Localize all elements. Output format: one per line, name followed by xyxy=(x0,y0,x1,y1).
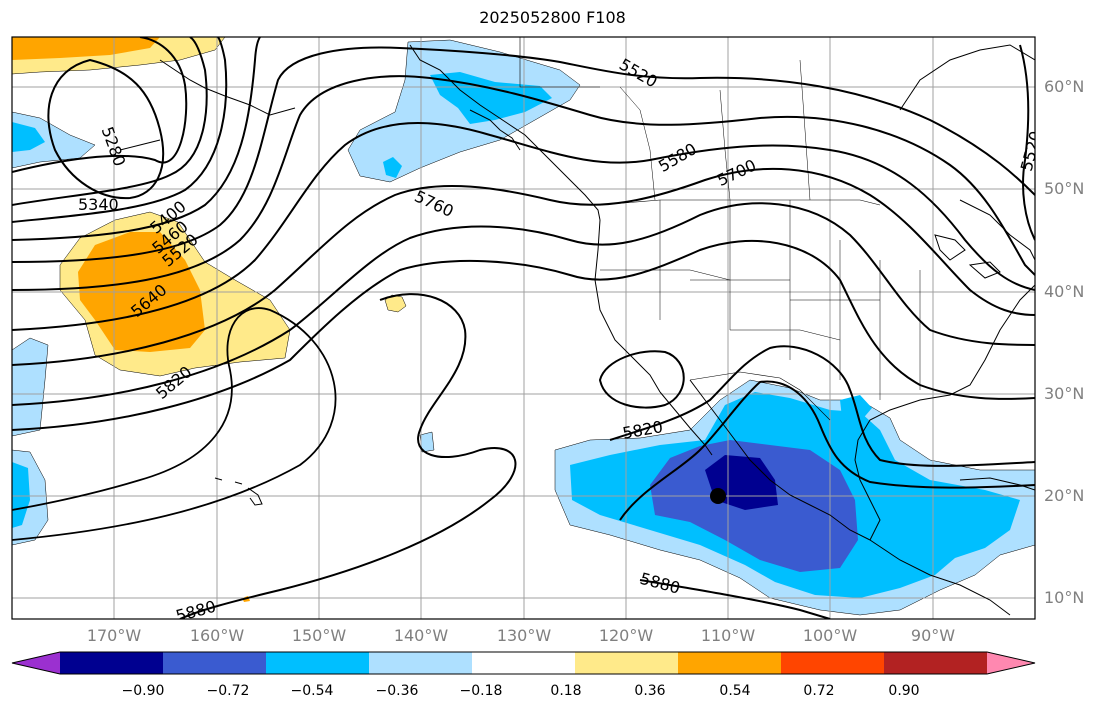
positive-anomaly-small xyxy=(384,294,407,313)
longitude-label: 100°W xyxy=(802,626,858,645)
colorbar-tick-label: −0.36 xyxy=(375,683,419,699)
negative-anomaly-west-core xyxy=(12,122,45,152)
colorbar-tick-label: 0.54 xyxy=(719,683,751,699)
latitude-label: 40°N xyxy=(1044,282,1085,301)
colorbar-segment xyxy=(575,652,679,674)
center-marker xyxy=(710,488,726,504)
colorbar-segment xyxy=(884,652,988,674)
height-contours xyxy=(12,37,1035,619)
colorbar xyxy=(11,651,1036,675)
latitude-label: 50°N xyxy=(1044,179,1085,198)
latitude-label: 10°N xyxy=(1044,588,1085,607)
colorbar-segment xyxy=(369,652,473,674)
longitude-label: 160°W xyxy=(189,626,245,645)
coastlines xyxy=(119,37,1035,616)
colorbar-segment xyxy=(266,652,370,674)
colorbar-segment xyxy=(60,652,164,674)
longitude-label: 140°W xyxy=(393,626,449,645)
latitude-label: 20°N xyxy=(1044,486,1085,505)
colorbar-segment xyxy=(678,652,782,674)
negative-anomaly-west xyxy=(12,111,96,169)
longitude-label: 150°W xyxy=(291,626,347,645)
longitude-label: 170°W xyxy=(86,626,142,645)
colorbar-extend-max xyxy=(987,652,1035,674)
contour-label: 5340 xyxy=(78,195,119,214)
longitude-label: 130°W xyxy=(496,626,552,645)
map-title: 2025052800 F108 xyxy=(479,8,626,27)
graticule xyxy=(12,37,1035,619)
colorbar-outline xyxy=(11,651,1036,675)
longitude-label: 120°W xyxy=(598,626,654,645)
colorbar-tick-label: 0.18 xyxy=(550,683,582,699)
longitude-label: 90°W xyxy=(910,626,956,645)
latitude-label: 60°N xyxy=(1044,77,1085,96)
negative-anomaly-west-low-core xyxy=(12,462,30,528)
latitude-label: 30°N xyxy=(1044,384,1085,403)
colorbar-tick-label: −0.72 xyxy=(206,683,250,699)
negative-anomaly-alaska-core xyxy=(430,72,552,124)
colorbar-segment xyxy=(472,652,576,674)
colorbar-segment xyxy=(781,652,885,674)
negative-anomaly-alaska-spot xyxy=(383,157,402,178)
map-frame xyxy=(11,36,1036,620)
longitude-label: 110°W xyxy=(700,626,756,645)
colorbar-tick-label: −0.90 xyxy=(121,683,165,699)
colorbar-tick-label: 0.90 xyxy=(888,683,920,699)
positive-anomaly-nw-core xyxy=(12,37,160,60)
colorbar-tick-label: −0.18 xyxy=(459,683,503,699)
colorbar-tick-label: −0.54 xyxy=(290,683,334,699)
colorbar-segment xyxy=(163,652,267,674)
colorbar-extend-min xyxy=(12,652,60,674)
colorbar-tick-label: 0.36 xyxy=(634,683,666,699)
colorbar-tick-label: 0.72 xyxy=(803,683,835,699)
